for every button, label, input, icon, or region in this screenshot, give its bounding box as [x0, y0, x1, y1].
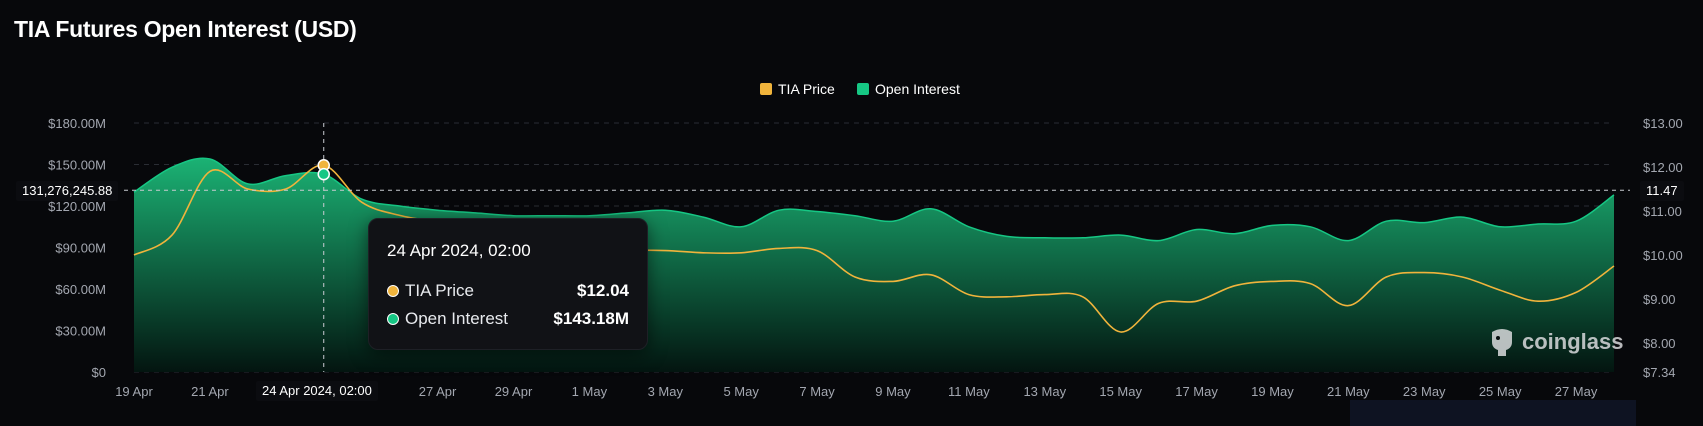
- y-right-tick: $11.00: [1643, 204, 1682, 219]
- x-tick: 19 Apr: [115, 384, 153, 399]
- x-tick: 13 May: [1023, 384, 1066, 399]
- x-tick: 11 May: [948, 384, 990, 399]
- tia-price-line: [133, 164, 1615, 333]
- y-right-tick: $13.00: [1643, 116, 1683, 131]
- watermark-text: coinglass: [1522, 329, 1624, 354]
- navigator-window[interactable]: [1350, 400, 1636, 426]
- chart-title: TIA Futures Open Interest (USD): [14, 16, 357, 42]
- legend-oi-label: Open Interest: [875, 81, 960, 97]
- crosshair-x-label: 24 Apr 2024, 02:00: [256, 381, 378, 401]
- x-tick: 9 May: [875, 384, 911, 399]
- tooltip-oi-label: Open Interest: [405, 309, 509, 328]
- x-tick: 21 May: [1327, 384, 1370, 399]
- x-tick: 21 Apr: [191, 384, 229, 399]
- y-left-tick: $60.00M: [55, 282, 106, 297]
- x-tick: 29 Apr: [495, 384, 533, 399]
- y-left-tick: $120.00M: [48, 199, 106, 214]
- legend-price-label: TIA Price: [778, 81, 835, 97]
- y-right-tick: $8.00: [1643, 336, 1676, 351]
- x-tick: 27 Apr: [419, 384, 457, 399]
- tooltip-date: 24 Apr 2024, 02:00: [387, 241, 531, 260]
- y-right-tick: $7.34: [1643, 365, 1676, 380]
- legend: TIA Price Open Interest: [760, 81, 960, 97]
- price-line-layer: [133, 164, 1615, 333]
- x-tick: 15 May: [1099, 384, 1142, 399]
- crosshair-y-left-label: 131,276,245.88: [16, 181, 119, 201]
- coinglass-watermark: coinglass: [1488, 325, 1623, 359]
- x-tick: 19 May: [1251, 384, 1294, 399]
- axis-labels: $0 $30.00M $60.00M $90.00M $120.00M $150.00M $…: [48, 116, 1683, 399]
- y-right-tick: $9.00: [1643, 292, 1676, 307]
- tooltip-row-price: TIA Price $12.04: [387, 281, 629, 301]
- x-tick: 25 May: [1479, 384, 1522, 399]
- x-tick: 17 May: [1175, 384, 1218, 399]
- tooltip-row-oi: Open Interest $143.18M: [387, 309, 629, 329]
- open-interest-line: [133, 157, 1615, 242]
- price-dot-icon: [387, 285, 399, 297]
- oi-dot-icon: [387, 313, 399, 325]
- tooltip-price-value: $12.04: [577, 281, 629, 300]
- oi-hover-marker: [317, 167, 330, 181]
- crosshair: [124, 123, 1630, 372]
- tooltip: 24 Apr 2024, 02:00 TIA Price $12.04 Open…: [368, 218, 648, 350]
- y-left-tick: $180.00M: [48, 116, 106, 131]
- x-tick: 1 May: [572, 384, 608, 399]
- y-left-tick: $30.00M: [55, 324, 106, 339]
- y-left-tick: $0: [92, 365, 106, 380]
- tooltip-price-label: TIA Price: [405, 281, 474, 300]
- coinglass-logo-icon: [1492, 329, 1512, 356]
- y-left-tick: $150.00M: [48, 158, 106, 173]
- x-tick: 3 May: [648, 384, 684, 399]
- x-tick: 27 May: [1555, 384, 1598, 399]
- y-right-tick: $10.00: [1643, 248, 1683, 263]
- legend-price-swatch: [760, 83, 772, 95]
- y-left-tick: $90.00M: [55, 241, 106, 256]
- x-tick: 7 May: [799, 384, 835, 399]
- crosshair-y-right-label: 11.47: [1640, 181, 1684, 201]
- legend-oi-swatch: [857, 83, 869, 95]
- tooltip-oi-value: $143.18M: [553, 309, 629, 328]
- y-right-tick: $12.00: [1643, 160, 1683, 175]
- x-tick: 5 May: [723, 384, 759, 399]
- x-tick: 23 May: [1403, 384, 1446, 399]
